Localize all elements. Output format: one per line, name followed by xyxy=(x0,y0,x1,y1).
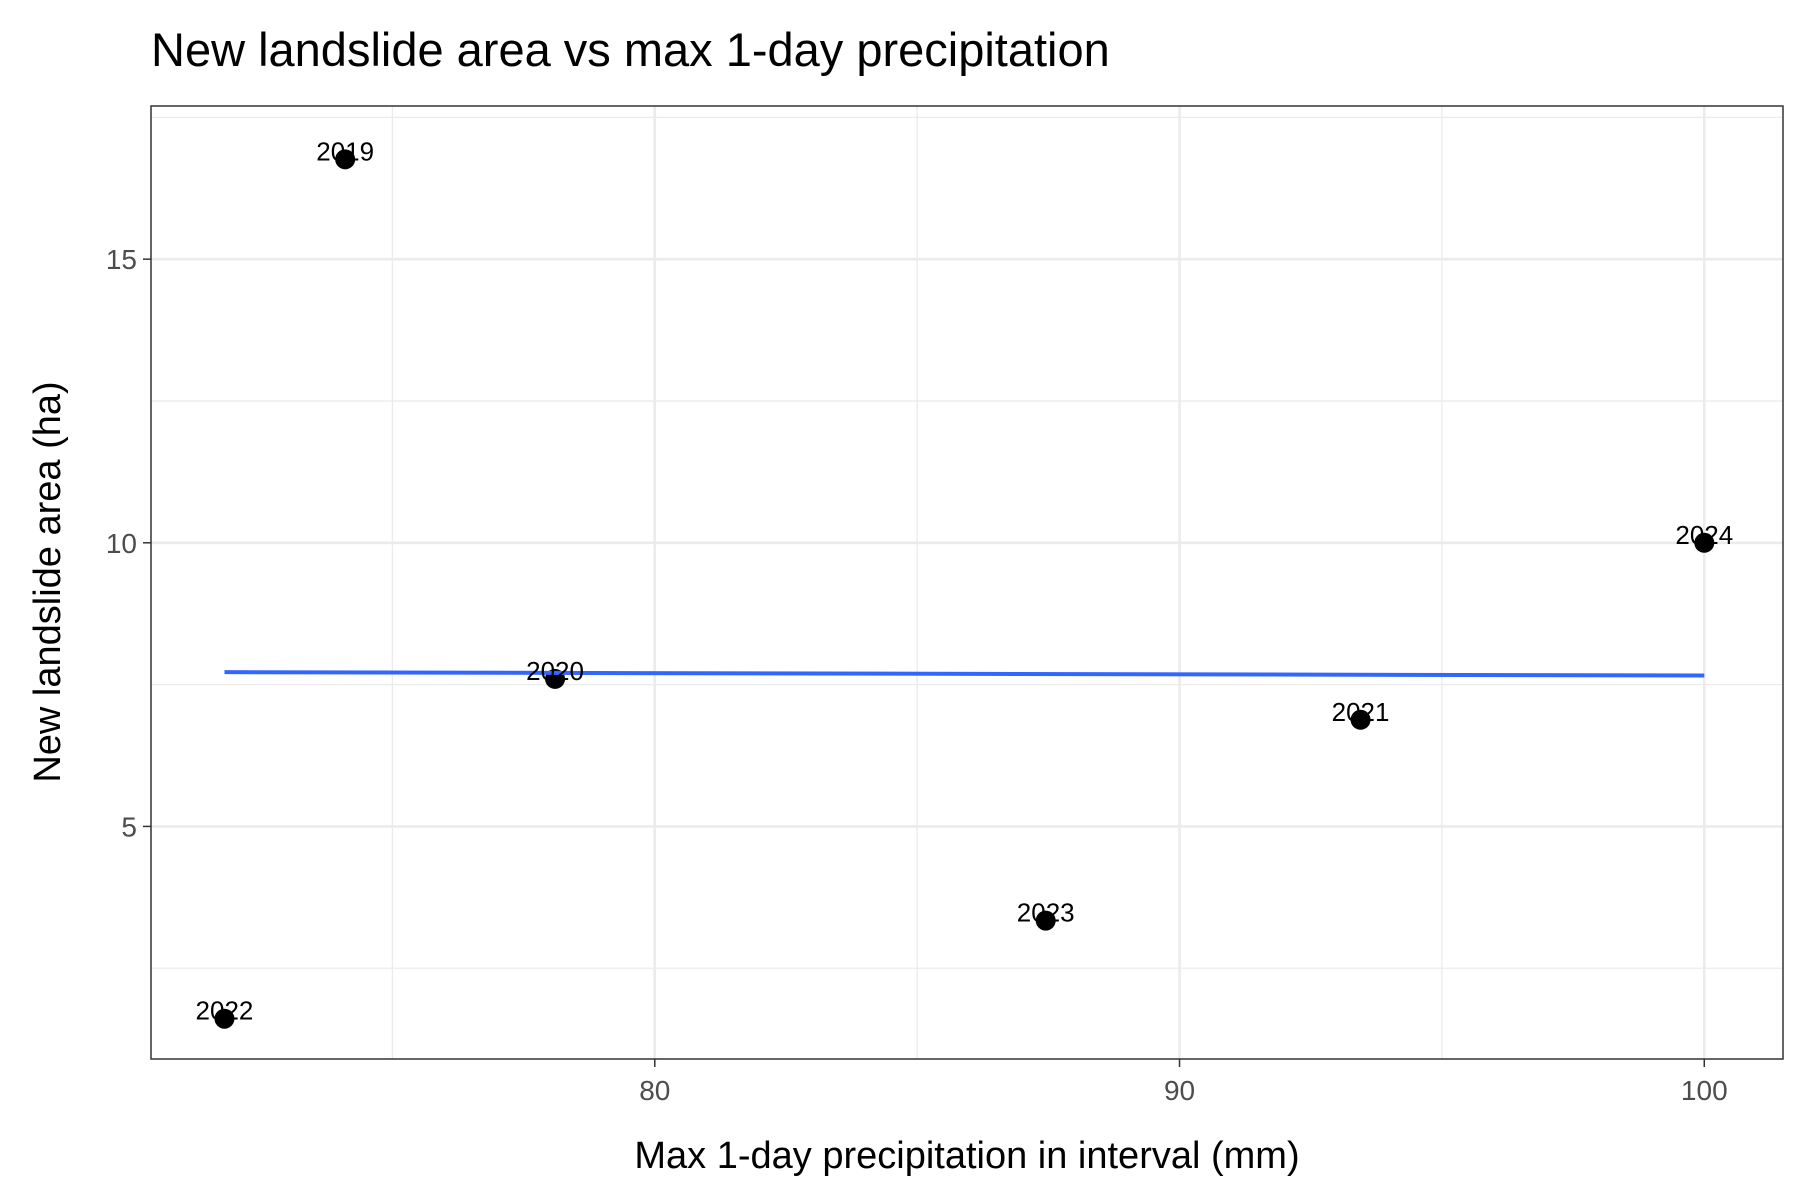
y-axis-label: New landslide area (ha) xyxy=(27,381,69,782)
point-label: 2023 xyxy=(1017,898,1075,928)
grid xyxy=(151,106,1783,1059)
x-tick-label: 80 xyxy=(639,1075,670,1106)
point-label: 2024 xyxy=(1675,520,1733,550)
chart-title: New landslide area vs max 1-day precipit… xyxy=(151,23,1110,76)
data-point xyxy=(1694,532,1715,553)
point-label: 2021 xyxy=(1332,697,1390,727)
y-tick-label: 10 xyxy=(106,528,137,559)
plot-panel xyxy=(151,106,1783,1059)
data-point xyxy=(1035,910,1056,931)
axes: 80 90 100 5 10 15 xyxy=(106,244,1728,1106)
point-label: 2022 xyxy=(196,996,254,1026)
x-axis-label: Max 1-day precipitation in interval (mm) xyxy=(634,1135,1299,1177)
marks: 2019 2020 2021 2022 2023 2024 xyxy=(196,136,1733,1029)
data-point xyxy=(1350,709,1371,730)
y-tick-label: 5 xyxy=(121,811,137,842)
data-point xyxy=(335,149,356,170)
data-point xyxy=(214,1008,235,1029)
trend-line xyxy=(224,670,1705,678)
panel-border xyxy=(150,105,1784,1060)
x-tick-label: 100 xyxy=(1681,1075,1728,1106)
point-label: 2020 xyxy=(526,656,584,686)
y-tick-label: 15 xyxy=(106,244,137,275)
point-label: 2019 xyxy=(316,136,374,166)
x-tick-label: 90 xyxy=(1164,1075,1195,1106)
